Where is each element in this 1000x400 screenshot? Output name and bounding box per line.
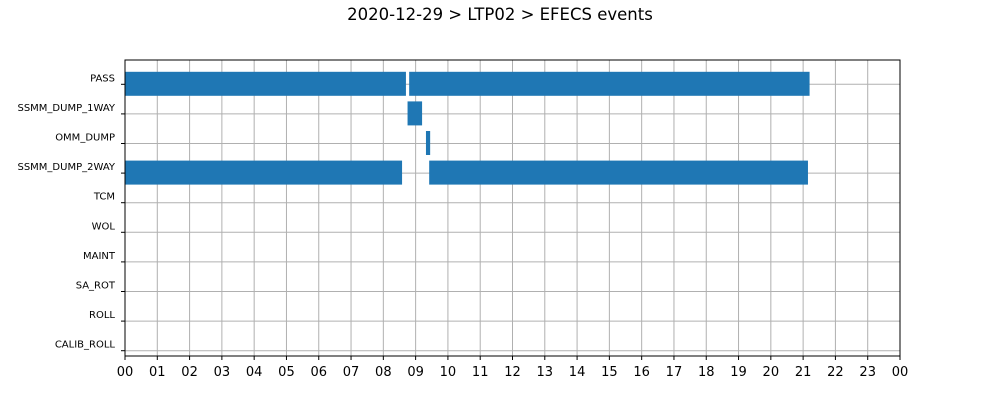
x-tick-label: 18 <box>698 365 715 380</box>
x-tick-label: 05 <box>278 365 295 380</box>
event-bar <box>125 71 406 96</box>
x-tick-label: 19 <box>730 365 747 380</box>
y-axis: PASS SSMM_DUMP_1WAY OMM_DUMP SSMM_DUMP_2WAY… <box>17 73 125 352</box>
x-tick-label: 00 <box>892 365 909 380</box>
y-tick-label: SSMM_DUMP_2WAY <box>17 162 115 173</box>
event-bar <box>407 101 423 126</box>
event-bars <box>125 71 810 185</box>
x-tick-label: 09 <box>407 365 424 380</box>
event-bar <box>429 160 808 185</box>
x-tick-label: 03 <box>214 365 231 380</box>
x-tick-label: 16 <box>633 365 650 380</box>
x-tick-label: 13 <box>537 365 554 380</box>
event-bar <box>125 160 403 185</box>
x-tick-label: 00 <box>117 365 134 380</box>
y-tick-label: TCM <box>93 192 115 203</box>
x-tick-label: 17 <box>666 365 683 380</box>
y-tick-label: MAINT <box>83 251 116 262</box>
x-tick-label: 12 <box>504 365 521 380</box>
y-tick-label: CALIB_ROLL <box>55 340 116 351</box>
y-tick-label: ROLL <box>89 310 115 321</box>
x-axis: 00 01 02 03 04 05 06 07 08 09 10 11 12 13 14 15 16 17 18 19… <box>117 356 909 380</box>
x-tick-label: 04 <box>246 365 263 380</box>
x-tick-label: 11 <box>472 365 489 380</box>
x-tick-label: 14 <box>569 365 586 380</box>
chart-title: 2020-12-29 > LTP02 > EFECS events <box>347 5 653 24</box>
x-tick-label: 02 <box>181 365 198 380</box>
x-tick-label: 15 <box>601 365 618 380</box>
y-tick-label: SA_ROT <box>76 281 116 292</box>
x-tick-label: 01 <box>149 365 166 380</box>
x-tick-label: 08 <box>375 365 392 380</box>
grid-lines <box>124 60 901 356</box>
y-tick-label: WOL <box>92 221 116 232</box>
y-tick-label: SSMM_DUMP_1WAY <box>17 103 115 114</box>
x-tick-label: 22 <box>827 365 844 380</box>
y-tick-label: OMM_DUMP <box>55 133 115 144</box>
x-tick-label: 06 <box>310 365 327 380</box>
y-tick-label: PASS <box>90 73 115 84</box>
x-tick-label: 07 <box>343 365 360 380</box>
x-tick-label: 23 <box>859 365 876 380</box>
x-tick-label: 10 <box>440 365 457 380</box>
event-bar <box>409 71 810 96</box>
x-tick-label: 20 <box>763 365 780 380</box>
event-bar <box>425 131 431 155</box>
x-tick-label: 21 <box>795 365 812 380</box>
